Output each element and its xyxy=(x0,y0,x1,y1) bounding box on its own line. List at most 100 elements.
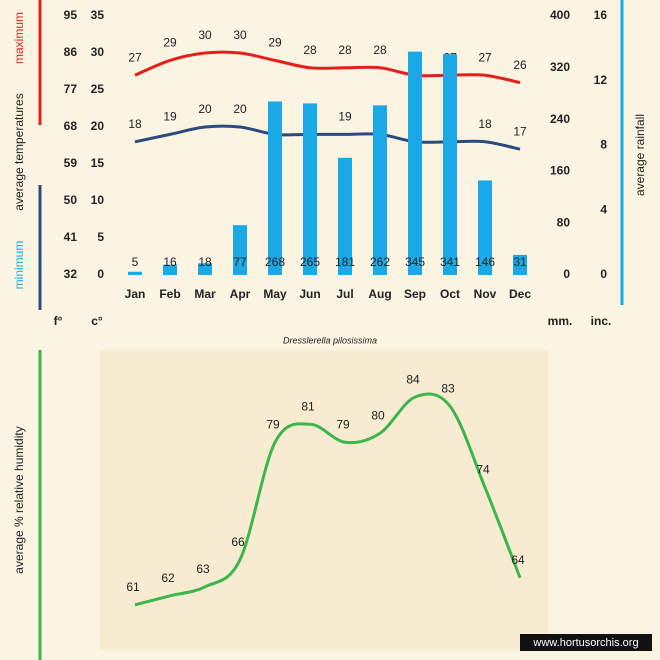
data-label: 345 xyxy=(405,255,425,269)
data-label: 30 xyxy=(198,28,212,42)
bar xyxy=(128,271,142,275)
tick-label: 59 xyxy=(64,156,78,170)
tick-label: 400 xyxy=(550,8,570,22)
data-label: 17 xyxy=(513,124,527,138)
tick-label: 4 xyxy=(600,202,607,216)
line xyxy=(134,392,522,607)
data-label: 79 xyxy=(336,417,350,431)
tick-label: 15 xyxy=(91,156,105,170)
tick-label: 240 xyxy=(550,112,570,126)
data-label: 19 xyxy=(163,110,177,124)
tick-label: 80 xyxy=(557,215,571,229)
tick-label: 68 xyxy=(64,119,78,133)
tick-label: 0 xyxy=(563,267,570,281)
data-label: 16 xyxy=(163,255,177,269)
watermark: www.hortusorchis.org xyxy=(532,637,638,649)
data-label: 26 xyxy=(513,58,527,72)
x-tick-label: Oct xyxy=(440,287,460,301)
data-label: 28 xyxy=(303,43,317,57)
tick-label: 86 xyxy=(64,45,78,59)
data-label: 181 xyxy=(335,255,355,269)
x-tick-label: Dec xyxy=(509,287,531,301)
tick-label: 20 xyxy=(91,119,105,133)
bar xyxy=(373,105,387,275)
tick-label: 25 xyxy=(91,82,105,96)
data-label: 18 xyxy=(128,117,142,131)
data-label: 84 xyxy=(406,372,420,386)
x-tick-label: Feb xyxy=(159,287,180,301)
tick-label: 320 xyxy=(550,60,570,74)
mm-unit: mm. xyxy=(548,314,573,328)
data-label: 341 xyxy=(440,255,460,269)
x-tick-label: Jan xyxy=(125,287,146,301)
tick-label: 32 xyxy=(64,267,78,281)
data-label: 146 xyxy=(475,255,495,269)
bar xyxy=(338,157,352,275)
tick-label: 8 xyxy=(600,138,607,152)
data-label: 61 xyxy=(126,580,140,594)
tick-label: 5 xyxy=(97,230,104,244)
data-label: 63 xyxy=(196,562,210,576)
data-label: 31 xyxy=(513,255,527,269)
data-label: 20 xyxy=(198,102,212,116)
data-label: 64 xyxy=(511,553,525,567)
data-label: 265 xyxy=(300,255,320,269)
tick-label: 12 xyxy=(594,73,608,87)
y2-axis-label: average rainfall xyxy=(633,114,647,196)
bar xyxy=(268,101,282,275)
x-tick-label: May xyxy=(263,287,287,301)
tick-label: 41 xyxy=(64,230,78,244)
data-label: 18 xyxy=(478,117,492,131)
max-label: maximum xyxy=(12,12,26,64)
min-label: minimum xyxy=(12,241,26,290)
data-label: 28 xyxy=(373,43,387,57)
x-tick-label: Jun xyxy=(299,287,320,301)
tick-label: 50 xyxy=(64,193,78,207)
bar xyxy=(513,254,527,275)
inch-unit: inc. xyxy=(591,314,612,328)
data-label: 18 xyxy=(198,255,212,269)
tick-label: 10 xyxy=(91,193,105,207)
tick-label: 0 xyxy=(97,267,104,281)
data-label: 81 xyxy=(301,399,315,413)
humidity-axis-label: average % relative humidity xyxy=(12,426,26,573)
humidity-panel xyxy=(100,350,548,650)
x-tick-label: Apr xyxy=(230,287,251,301)
x-tick-label: Mar xyxy=(194,287,216,301)
data-label: 74 xyxy=(476,463,490,477)
data-label: 28 xyxy=(338,43,352,57)
tick-label: 35 xyxy=(91,8,105,22)
x-tick-label: Jul xyxy=(336,287,353,301)
data-label: 66 xyxy=(231,535,245,549)
tick-label: 95 xyxy=(64,8,78,22)
watermark-box xyxy=(520,634,652,651)
tick-label: 0 xyxy=(600,267,607,281)
y-axis-label: average temperatures xyxy=(12,93,26,210)
data-label: 29 xyxy=(268,36,282,50)
bar xyxy=(163,264,177,275)
data-label: 262 xyxy=(370,255,390,269)
data-label: 77 xyxy=(233,255,247,269)
data-label: 62 xyxy=(161,571,175,585)
data-label: 29 xyxy=(163,36,177,50)
tick-label: 77 xyxy=(64,82,78,96)
c-unit: c° xyxy=(91,314,103,328)
x-tick-label: Sep xyxy=(404,287,426,301)
data-label: 79 xyxy=(266,417,280,431)
bar xyxy=(478,180,492,275)
f-unit: f° xyxy=(54,314,63,328)
data-label: 83 xyxy=(441,381,455,395)
bar xyxy=(303,103,317,275)
x-tick-label: Nov xyxy=(474,287,497,301)
data-label: 19 xyxy=(338,110,352,124)
tick-label: 30 xyxy=(91,45,105,59)
bar xyxy=(443,54,457,275)
tick-label: 160 xyxy=(550,164,570,178)
data-label: 30 xyxy=(233,28,247,42)
x-tick-label: Aug xyxy=(368,287,391,301)
data-label: 20 xyxy=(233,102,247,116)
chart-title: Dresslerella pilosissima xyxy=(283,335,377,345)
data-label: 5 xyxy=(132,255,139,269)
data-label: 27 xyxy=(128,50,142,64)
